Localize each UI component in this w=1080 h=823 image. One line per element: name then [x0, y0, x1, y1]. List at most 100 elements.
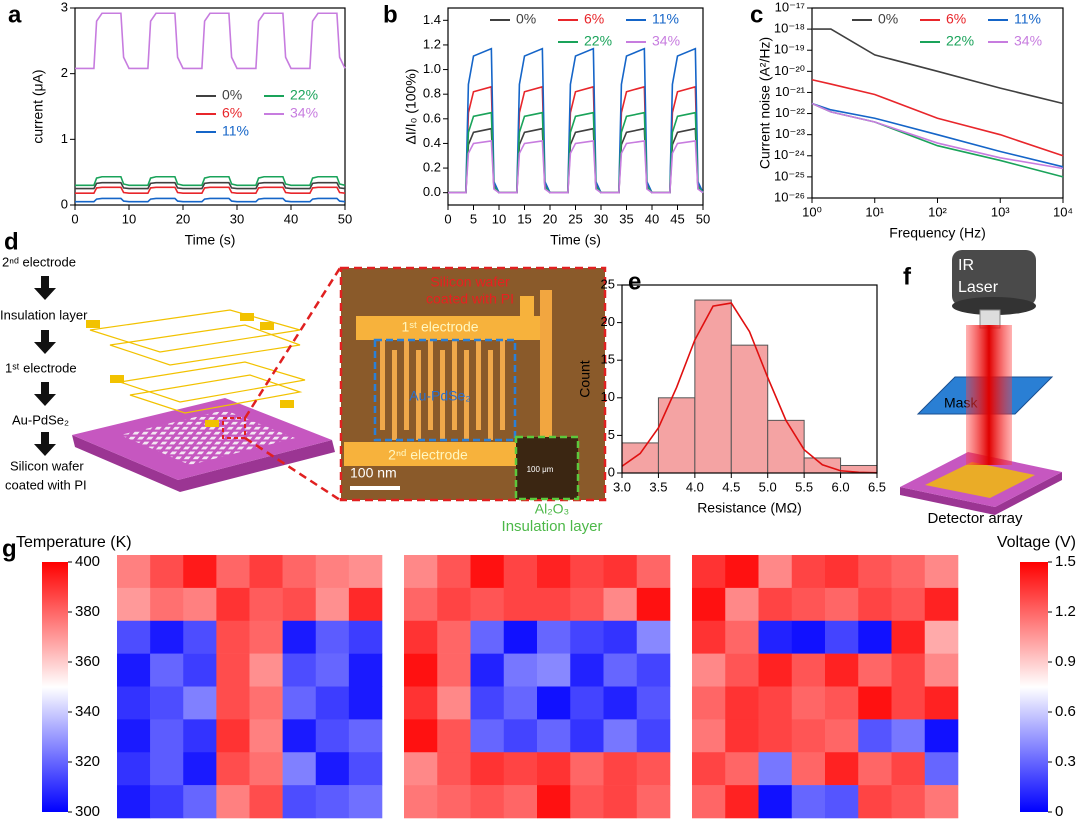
heatmap-cell	[636, 785, 671, 819]
heatmap-cell	[470, 653, 505, 687]
colorbar	[1020, 562, 1048, 812]
heatmap-cell	[570, 653, 604, 687]
diagram-d: d 2ⁿᵈ electrode Insulation layer 1ˢᵗ ele…	[0, 228, 607, 535]
heatmap-cell	[437, 719, 471, 753]
heatmap-cell	[150, 785, 184, 819]
heatmap-cell	[692, 587, 726, 622]
panel-label: g	[2, 535, 17, 562]
heatmap-cell	[470, 785, 505, 819]
colorbar-tick-label: 0.9	[1055, 653, 1076, 670]
heatmap-cell	[348, 719, 383, 753]
heatmap-cell	[437, 620, 471, 654]
heatmap-cell	[791, 785, 826, 819]
x-axis-label: Time (s)	[185, 232, 236, 248]
x-tick-label: 10²	[928, 204, 947, 219]
heatmap-cell	[348, 555, 383, 589]
y-tick-label: 5	[608, 427, 615, 442]
heatmap-cell	[725, 653, 759, 687]
diagram-f: f IR Laser Mask Detector array	[900, 250, 1062, 527]
heatmap-cell	[150, 686, 184, 720]
y-tick-label: 20	[601, 314, 615, 329]
heatmap-cell	[470, 555, 505, 589]
heatmap-cell	[537, 555, 571, 589]
heatmap-cell	[891, 620, 926, 654]
heatmap-cell	[150, 587, 184, 622]
pads	[86, 313, 294, 427]
x-tick-label: 15	[517, 211, 531, 226]
legend-label: 11%	[652, 11, 679, 27]
series-line	[75, 12, 346, 70]
heatmap-cell	[891, 555, 926, 589]
heatmap-cell	[282, 719, 317, 753]
heatmap-cell	[603, 555, 638, 589]
panel-label: c	[750, 1, 763, 28]
heatmap-cell	[282, 555, 317, 589]
step-label: 1ˢᵗ electrode	[5, 360, 77, 375]
step-label: Silicon wafer	[10, 458, 84, 473]
heatmap-cell	[692, 653, 726, 687]
series-line	[811, 102, 1064, 178]
y-tick-label: 0.8	[423, 86, 441, 101]
colorbar-tick-label: 360	[75, 653, 100, 670]
heatmap-cell	[503, 686, 538, 720]
heatmap-cell	[249, 587, 283, 622]
heatmap-cell	[282, 752, 317, 786]
y-tick-label: 0.4	[423, 135, 441, 150]
heatmap-cell	[150, 555, 184, 589]
x-tick-label: 45	[670, 211, 684, 226]
heatmap-cell	[858, 719, 892, 753]
x-tick-label: 3.0	[613, 479, 631, 494]
heatmap-cell	[249, 620, 283, 654]
heatmap-cell	[924, 719, 959, 753]
legend-label: 11%	[1014, 11, 1041, 27]
panel-label: b	[383, 1, 398, 28]
heatmap-cell	[437, 686, 471, 720]
heatmap-cell	[216, 653, 250, 687]
series-line	[448, 111, 704, 194]
heatmap-cell	[570, 587, 604, 622]
series-line	[75, 197, 346, 203]
heatmap-cell	[825, 686, 859, 720]
histogram-bar	[621, 442, 659, 474]
heatmap-cell	[249, 653, 283, 687]
heatmap-cell	[858, 555, 892, 589]
heatmap-cell	[404, 719, 438, 753]
step-label: coated with PI	[5, 477, 87, 492]
heatmap-cell	[636, 587, 671, 622]
heatmap-cell	[404, 555, 438, 589]
heatmap-cell	[758, 686, 793, 720]
heatmap-cell	[470, 686, 505, 720]
heatmap-cell	[825, 587, 859, 622]
heatmap-cell	[725, 620, 759, 654]
panel-label: f	[903, 263, 912, 290]
heatmap-cell	[470, 719, 505, 753]
heatmap-cell	[692, 555, 726, 589]
electrode-2	[344, 442, 534, 466]
heatmap-cell	[791, 587, 826, 622]
fingers	[380, 340, 505, 440]
legend-label: 6%	[946, 11, 966, 27]
heatmap-cell	[758, 752, 793, 786]
heatmap-cell	[183, 785, 217, 819]
series-line	[811, 78, 1064, 157]
heatmap-cell	[858, 686, 892, 720]
heatmap-cell	[825, 752, 859, 786]
y-tick-label: 10⁻¹⁷	[775, 0, 806, 14]
heatmap-cell	[315, 587, 350, 622]
x-tick-label: 5.5	[795, 479, 813, 494]
y-tick-label: 15	[601, 352, 615, 367]
y-tick-label: 0.0	[423, 184, 441, 199]
scale-label: 100 nm	[350, 465, 397, 481]
y-tick-label: 1.4	[423, 12, 441, 27]
heatmap-cell	[758, 620, 793, 654]
histogram-bar	[767, 419, 805, 474]
heatmap-cell	[470, 587, 505, 622]
panel-label: a	[8, 1, 22, 28]
x-tick-label: 40	[645, 211, 659, 226]
heatmap-cell	[891, 719, 926, 753]
colorbar-tick-label: 1.2	[1055, 603, 1076, 620]
heatmap-cell	[503, 555, 538, 589]
y-axis-label: Count	[577, 360, 593, 397]
heatmap-cell	[758, 555, 793, 589]
array-side	[900, 472, 1062, 515]
